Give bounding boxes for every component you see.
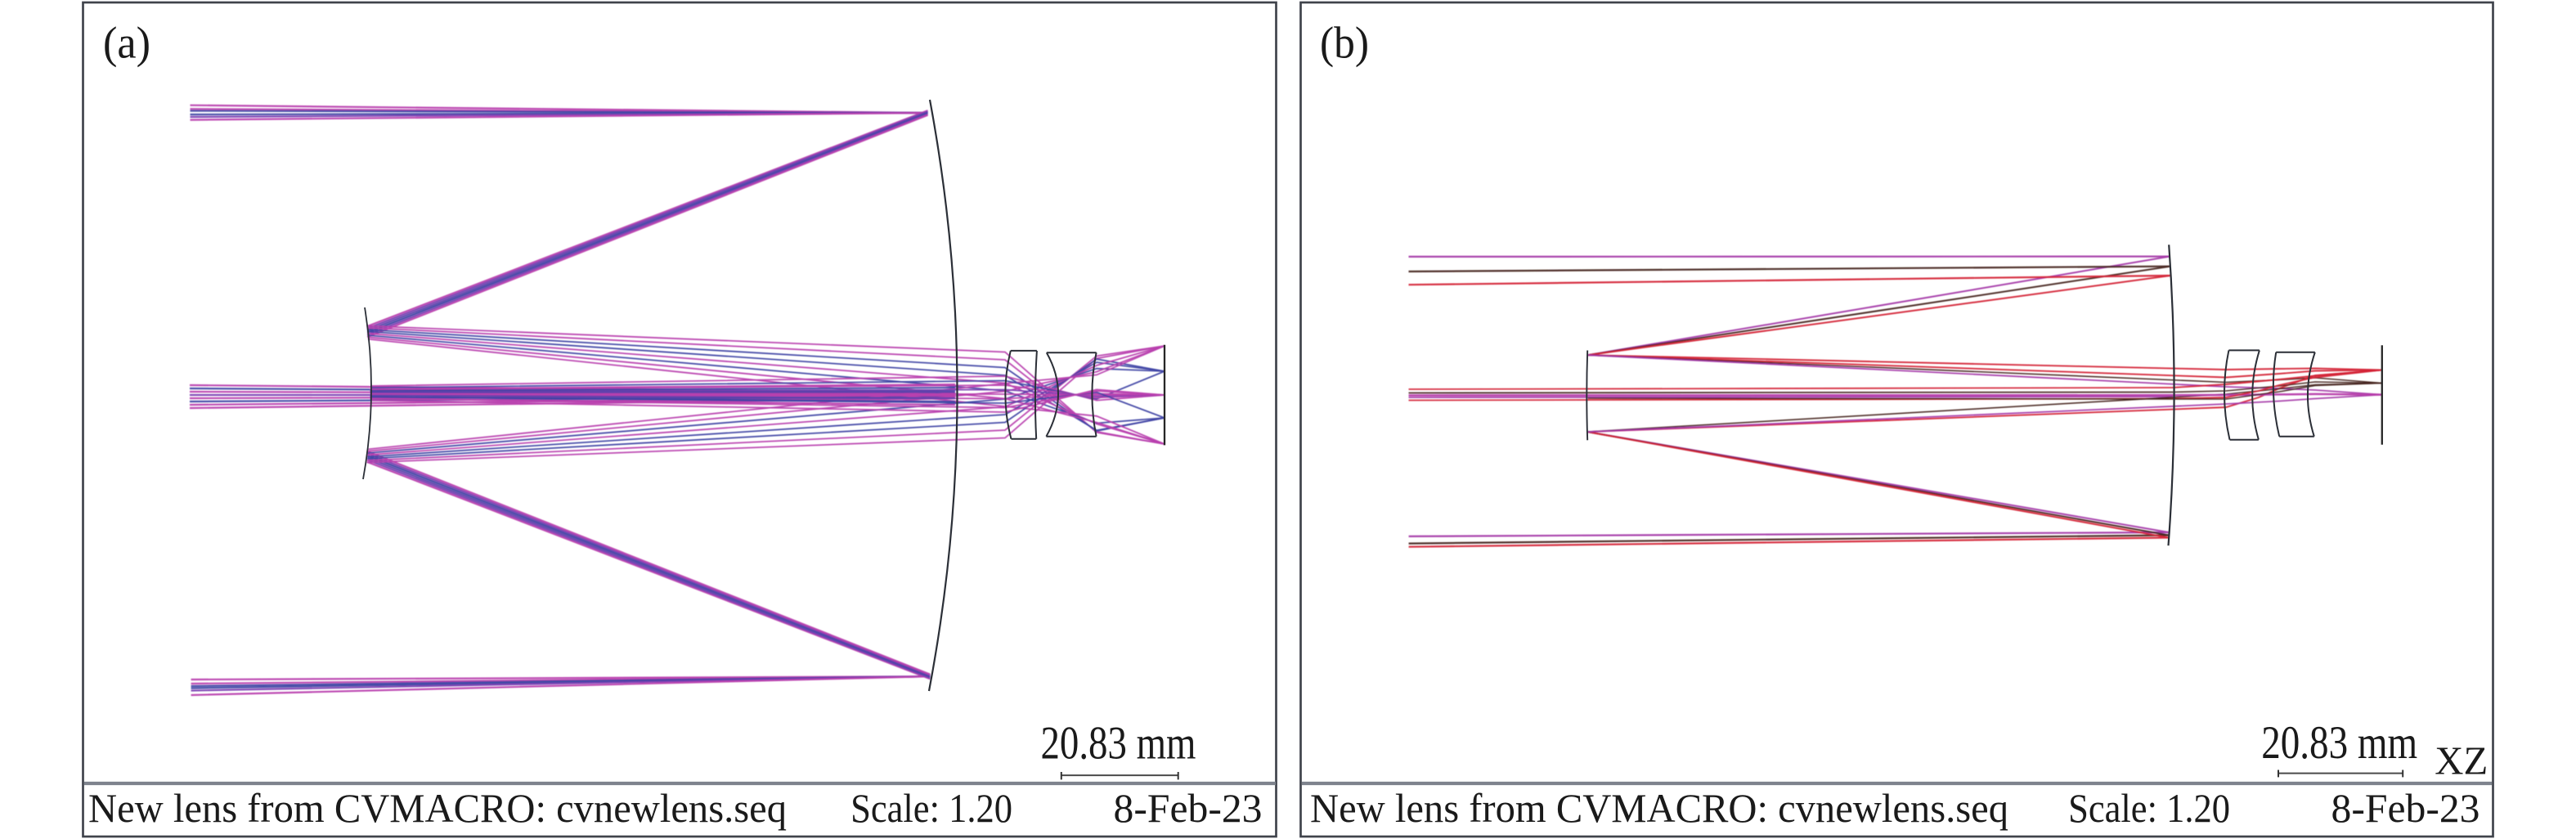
svg-text:20.83 mm: 20.83 mm [1041, 718, 1196, 769]
svg-text:20.83 mm: 20.83 mm [2261, 717, 2417, 769]
svg-text:(b): (b) [1320, 17, 1369, 67]
svg-text:8-Feb-23: 8-Feb-23 [1114, 786, 1263, 831]
svg-text:Scale: 1.20: Scale: 1.20 [2068, 786, 2230, 831]
svg-text:New lens from CVMACRO: cvnewle: New lens from CVMACRO: cvnewlens.seq [1310, 786, 2008, 831]
svg-text:XZ: XZ [2435, 738, 2488, 783]
svg-text:8-Feb-23: 8-Feb-23 [2331, 786, 2480, 831]
svg-text:(a): (a) [103, 17, 150, 67]
svg-text:New lens from CVMACRO: cvnewle: New lens from CVMACRO: cvnewlens.seq [88, 786, 787, 831]
svg-text:Scale: 1.20: Scale: 1.20 [850, 786, 1012, 831]
